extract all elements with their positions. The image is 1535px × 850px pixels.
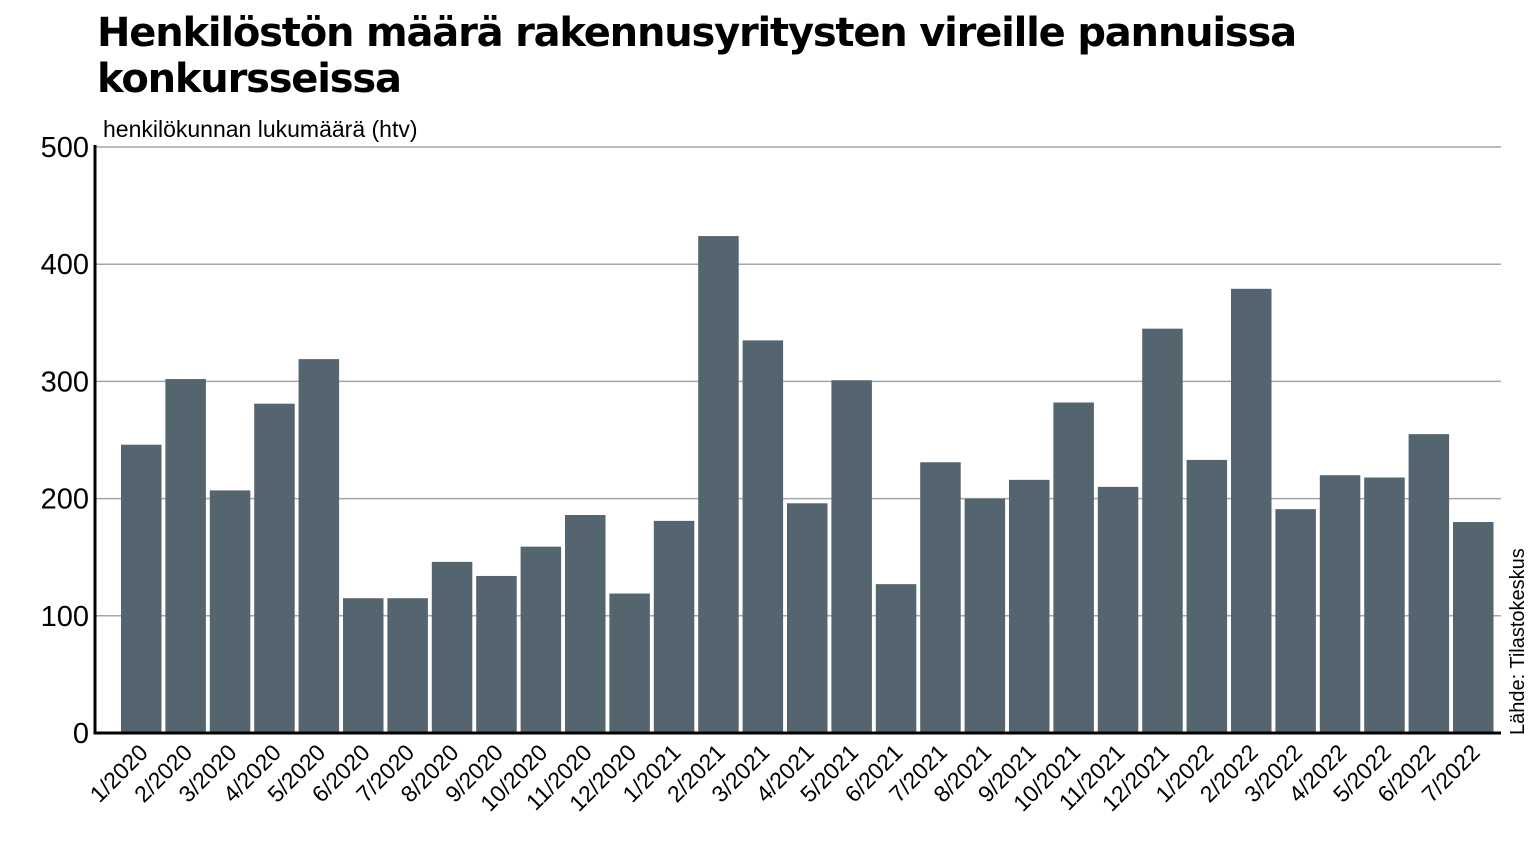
bar bbox=[1231, 288, 1272, 733]
bar bbox=[1364, 477, 1405, 733]
bar bbox=[254, 403, 295, 733]
bar bbox=[964, 498, 1006, 733]
y-tick-label: 400 bbox=[41, 249, 89, 281]
y-tick-labels: 0 100 200 300 400 500 bbox=[41, 132, 89, 750]
bar bbox=[1453, 522, 1494, 733]
bar bbox=[787, 503, 828, 733]
bar bbox=[742, 340, 784, 733]
bar bbox=[476, 575, 517, 733]
bar bbox=[1275, 509, 1316, 733]
bar bbox=[431, 561, 473, 733]
bar bbox=[1319, 475, 1361, 733]
chart-title: Henkilöstön määrä rakennusyritysten vire… bbox=[97, 10, 1297, 102]
bar bbox=[209, 490, 251, 733]
bars bbox=[121, 236, 1494, 733]
bar bbox=[520, 546, 562, 733]
y-tick-label: 500 bbox=[41, 132, 89, 164]
y-tick-label: 300 bbox=[41, 366, 89, 398]
y-tick-label: 200 bbox=[41, 484, 89, 516]
bar bbox=[1097, 486, 1139, 733]
y-tick-label: 100 bbox=[41, 601, 89, 633]
bar bbox=[565, 515, 606, 733]
bar bbox=[1053, 402, 1094, 733]
bar bbox=[1408, 434, 1450, 733]
bar bbox=[1142, 328, 1183, 733]
y-tick-label: 0 bbox=[73, 718, 89, 750]
bar bbox=[653, 520, 695, 733]
x-tick-labels: 1/20202/20203/20204/20205/20206/20207/20… bbox=[85, 739, 1485, 816]
bar bbox=[875, 584, 917, 733]
bar bbox=[387, 598, 428, 733]
bar bbox=[343, 598, 384, 733]
bar bbox=[698, 236, 739, 733]
bar bbox=[831, 380, 872, 733]
bar bbox=[609, 593, 650, 733]
bar bbox=[298, 359, 340, 733]
bar bbox=[1186, 459, 1228, 733]
bar bbox=[165, 379, 206, 733]
bar bbox=[1009, 479, 1050, 733]
bar bbox=[121, 444, 162, 733]
source-label: Lähde: Tilastokeskus bbox=[1507, 548, 1529, 735]
y-axis-label: henkilökunnan lukumäärä (htv) bbox=[103, 116, 418, 142]
bar bbox=[920, 462, 961, 733]
